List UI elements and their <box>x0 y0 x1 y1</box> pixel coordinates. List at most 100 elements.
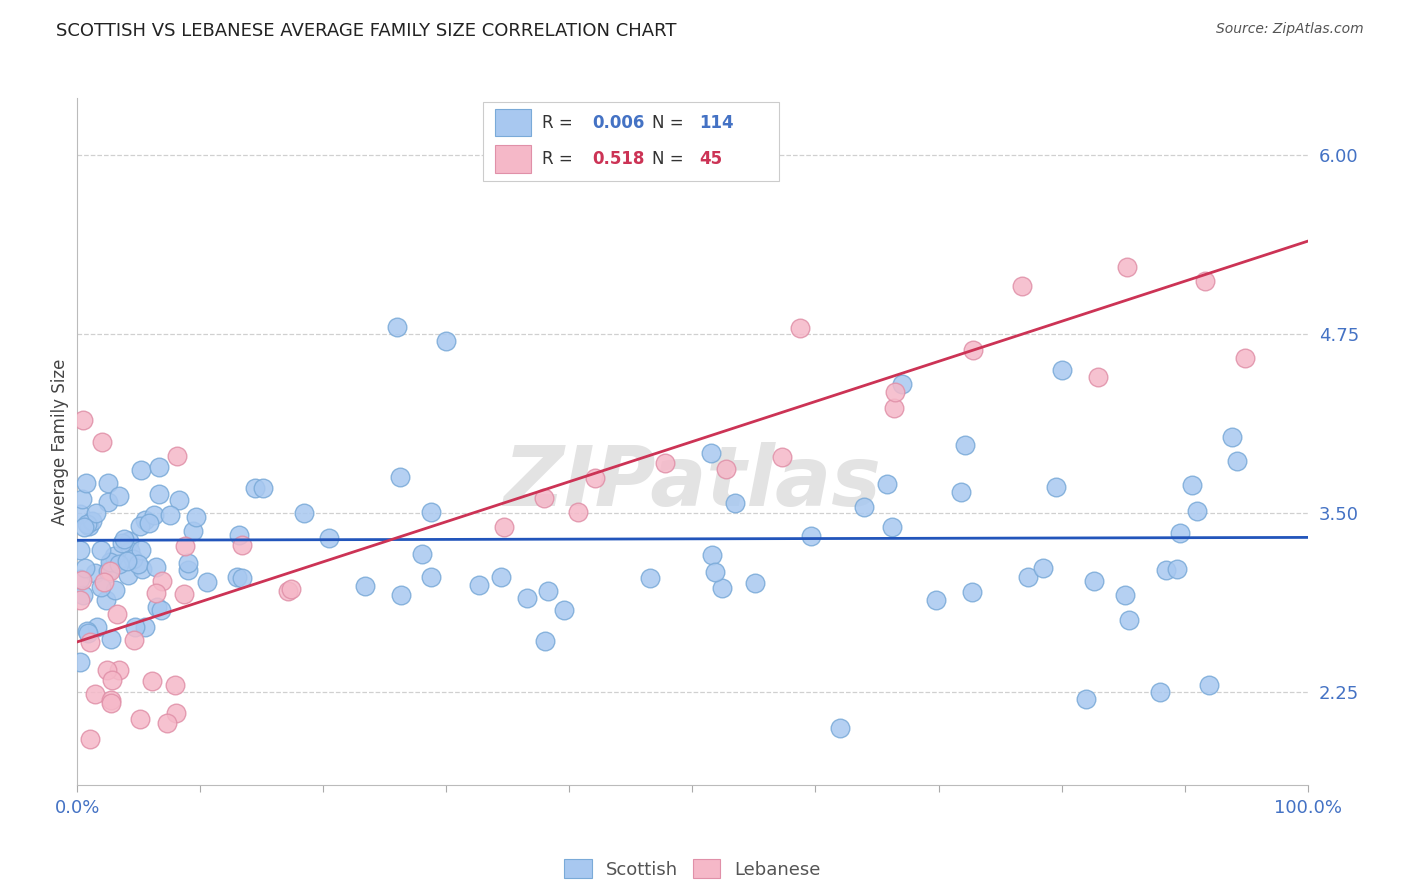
Point <box>73 520 96 534</box>
Point <box>704 566 727 580</box>
Point <box>1149 685 1171 699</box>
Point <box>231 571 253 585</box>
Point <box>150 603 173 617</box>
Point <box>115 554 138 568</box>
Point <box>94 593 117 607</box>
Point <box>1118 613 1140 627</box>
Point <box>890 377 912 392</box>
Point <box>100 556 122 570</box>
Point <box>1194 274 1216 288</box>
Point <box>583 471 606 485</box>
Point <box>97 564 120 578</box>
Point <box>75 561 97 575</box>
Point <box>388 469 411 483</box>
Point <box>1114 588 1136 602</box>
Point <box>111 536 134 550</box>
Point <box>118 543 141 558</box>
Point <box>134 620 156 634</box>
Point <box>534 634 557 648</box>
Point <box>124 620 146 634</box>
Point <box>97 476 120 491</box>
Point <box>537 583 560 598</box>
Point <box>1168 526 1191 541</box>
Point <box>1166 562 1188 576</box>
Point <box>962 343 984 357</box>
Point <box>744 575 766 590</box>
Point <box>177 563 200 577</box>
Point <box>72 588 94 602</box>
Point <box>177 557 200 571</box>
Point <box>80 514 103 528</box>
Point <box>165 706 187 721</box>
Text: 0.518: 0.518 <box>592 150 645 169</box>
Y-axis label: Average Family Size: Average Family Size <box>51 359 69 524</box>
Point <box>1050 363 1073 377</box>
Point <box>195 574 218 589</box>
Point <box>280 582 302 596</box>
Point <box>830 721 852 735</box>
Point <box>516 591 538 605</box>
Point <box>105 607 128 622</box>
Point <box>138 516 160 531</box>
Point <box>83 566 105 580</box>
Point <box>700 445 723 459</box>
Point <box>117 568 139 582</box>
Point <box>84 687 107 701</box>
Point <box>419 570 441 584</box>
Text: 114: 114 <box>699 114 734 132</box>
Point <box>710 581 733 595</box>
Text: ZIPatlas: ZIPatlas <box>503 442 882 524</box>
Point <box>1234 351 1257 365</box>
Point <box>228 528 250 542</box>
Point <box>108 663 131 677</box>
Point <box>1017 570 1039 584</box>
Point <box>90 434 112 449</box>
Point <box>129 463 152 477</box>
Point <box>76 626 98 640</box>
Point <box>69 543 91 558</box>
Text: 0.006: 0.006 <box>592 114 645 132</box>
Point <box>93 575 115 590</box>
Point <box>1220 430 1243 444</box>
Point <box>389 588 412 602</box>
Legend: Scottish, Lebanese: Scottish, Lebanese <box>557 852 828 886</box>
Point <box>131 542 153 557</box>
Point <box>468 578 491 592</box>
Point <box>131 562 153 576</box>
Point <box>100 696 122 710</box>
Point <box>79 635 101 649</box>
Point <box>79 519 101 533</box>
Point <box>419 505 441 519</box>
Point <box>174 539 197 553</box>
Point <box>97 495 120 509</box>
Point <box>489 570 512 584</box>
Point <box>1226 454 1249 468</box>
Point <box>165 678 187 692</box>
Point <box>1087 370 1109 384</box>
Point <box>292 506 315 520</box>
Point <box>148 487 170 501</box>
Point <box>134 512 156 526</box>
Point <box>98 564 121 578</box>
Point <box>567 505 589 519</box>
Point <box>76 516 98 531</box>
Point <box>145 586 167 600</box>
Point <box>156 715 179 730</box>
Point <box>1045 480 1067 494</box>
Point <box>150 574 173 588</box>
Text: 45: 45 <box>699 150 721 169</box>
Text: N =: N = <box>651 114 689 132</box>
Point <box>1198 678 1220 692</box>
Point <box>800 529 823 543</box>
Point <box>100 556 122 570</box>
Point <box>226 570 249 584</box>
Point <box>724 496 747 510</box>
Point <box>145 600 167 615</box>
Point <box>186 510 208 524</box>
FancyBboxPatch shape <box>495 145 530 173</box>
Point <box>108 490 131 504</box>
Point <box>122 632 145 647</box>
Point <box>76 624 98 639</box>
Point <box>127 557 149 571</box>
Point <box>654 456 676 470</box>
